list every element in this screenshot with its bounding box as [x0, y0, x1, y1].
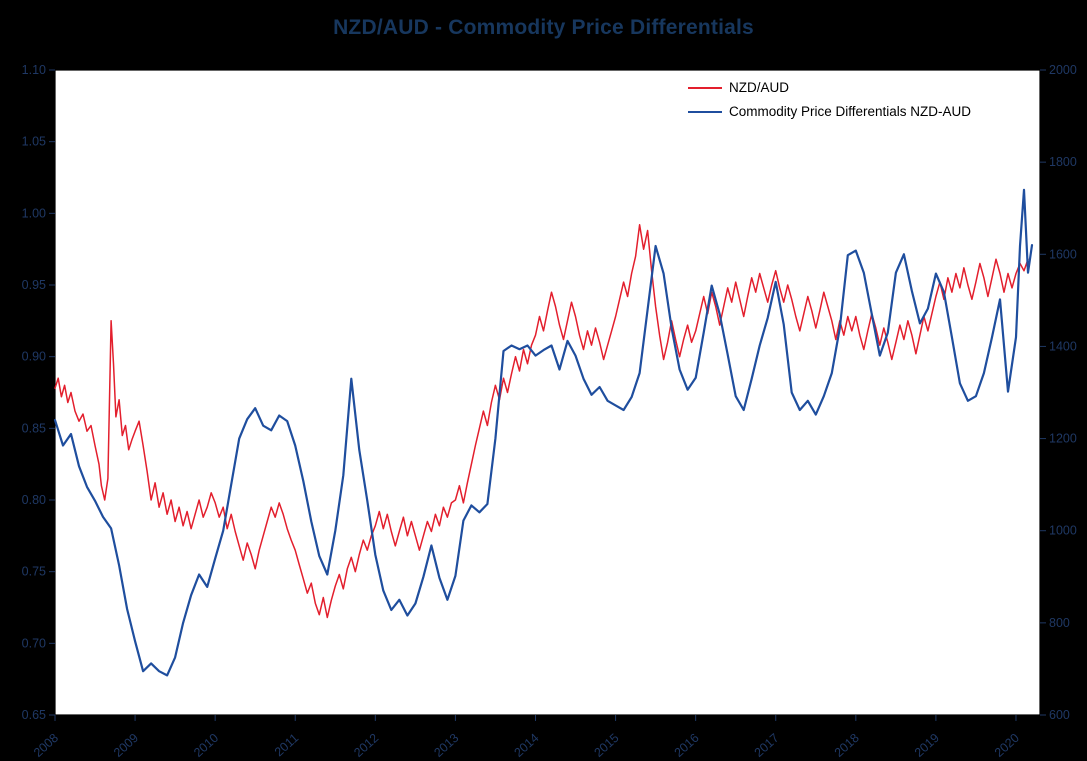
y-left-tick-label: 0.65	[22, 708, 46, 722]
legend-label-nzdaud: NZD/AUD	[729, 80, 789, 95]
y-right-tick-label: 1800	[1049, 155, 1077, 169]
y-left-tick-label: 0.75	[22, 565, 46, 579]
y-left-tick-label: 0.95	[22, 278, 46, 292]
legend: NZD/AUD Commodity Price Differentials NZ…	[688, 80, 971, 119]
y-left-tick-label: 0.80	[22, 493, 46, 507]
x-tick-label: 2009	[111, 731, 141, 760]
x-tick-label: 2015	[592, 731, 622, 760]
y-right-tick-label: 600	[1049, 708, 1070, 722]
nzdaud-line-swatch	[688, 86, 722, 89]
x-tick-label: 2013	[431, 731, 461, 760]
y-left-tick-label: 0.90	[22, 350, 46, 364]
y-right-tick-label: 1000	[1049, 524, 1077, 538]
x-tick-label: 2012	[351, 731, 381, 760]
legend-label-commodity-differential: Commodity Price Differentials NZD-AUD	[729, 104, 972, 119]
plot-area	[54, 69, 1041, 716]
chart-title: NZD/AUD - Commodity Price Differentials	[333, 16, 754, 39]
series-line-commodity-differential	[53, 188, 1034, 677]
x-tick-label: 2017	[752, 731, 782, 760]
commodity-differential-line-swatch	[688, 110, 722, 113]
legend-item-nzdaud: NZD/AUD	[688, 80, 971, 95]
series-line-nzdaud	[54, 224, 1029, 619]
y-right-tick-label: 2000	[1049, 63, 1077, 77]
y-right-tick-label: 1600	[1049, 247, 1077, 261]
y-left-tick-label: 0.70	[22, 636, 46, 650]
y-left-tick-label: 1.05	[22, 135, 46, 149]
y-right-tick-label: 800	[1049, 616, 1070, 630]
x-tick-label: 2014	[511, 731, 541, 760]
y-left-tick-label: 1.00	[22, 206, 46, 220]
y-left-tick-label: 1.10	[22, 63, 46, 77]
legend-item-commodity-differential: Commodity Price Differentials NZD-AUD	[688, 104, 971, 119]
x-tick-label: 2020	[992, 731, 1022, 760]
x-tick-label: 2008	[31, 731, 61, 760]
y-right-tick-label: 1200	[1049, 432, 1077, 446]
y-right-tick-label: 1400	[1049, 339, 1077, 353]
y-left-tick-label: 0.85	[22, 421, 46, 435]
x-tick-label: 2016	[672, 731, 702, 760]
x-tick-label: 2011	[272, 731, 301, 759]
x-tick-label: 2010	[191, 731, 221, 760]
x-tick-label: 2019	[912, 731, 942, 760]
x-tick-label: 2018	[832, 731, 862, 760]
